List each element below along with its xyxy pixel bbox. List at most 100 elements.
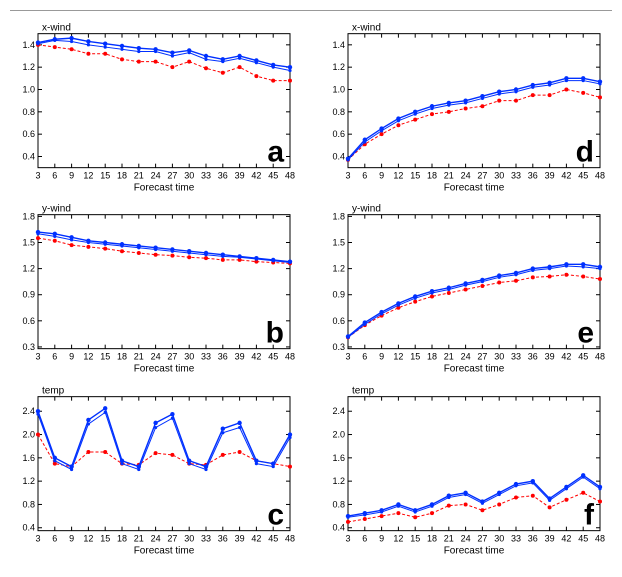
xlabel: Forecast time	[134, 364, 195, 375]
svg-text:1.5: 1.5	[22, 238, 35, 248]
xlabel: Forecast time	[444, 545, 505, 556]
panel-letter: c	[267, 498, 284, 531]
svg-text:45: 45	[268, 171, 278, 181]
panel-c: 0.40.81.21.62.02.43691215182124273033363…	[10, 382, 302, 559]
svg-text:3: 3	[345, 533, 350, 543]
svg-text:21: 21	[134, 171, 144, 181]
svg-text:48: 48	[595, 533, 605, 543]
svg-text:48: 48	[285, 533, 295, 543]
svg-text:45: 45	[578, 533, 588, 543]
svg-text:48: 48	[595, 352, 605, 362]
svg-text:3: 3	[345, 352, 350, 362]
svg-text:15: 15	[100, 171, 110, 181]
xlabel: Forecast time	[134, 545, 195, 556]
svg-text:39: 39	[235, 533, 245, 543]
chart-d: 0.40.60.81.01.21.43691215182124273033363…	[320, 19, 612, 196]
svg-text:6: 6	[362, 352, 367, 362]
panel-title: temp	[352, 385, 375, 396]
svg-text:6: 6	[362, 533, 367, 543]
top-divider	[10, 10, 612, 11]
svg-text:30: 30	[494, 533, 504, 543]
svg-text:9: 9	[379, 533, 384, 543]
svg-text:48: 48	[595, 171, 605, 181]
svg-text:0.9: 0.9	[22, 290, 35, 300]
svg-text:33: 33	[511, 533, 521, 543]
svg-text:0.3: 0.3	[22, 342, 35, 352]
svg-text:0.8: 0.8	[332, 107, 345, 117]
svg-text:24: 24	[151, 533, 161, 543]
svg-text:15: 15	[100, 533, 110, 543]
series-blue1	[348, 475, 600, 516]
svg-text:1.2: 1.2	[22, 264, 35, 274]
svg-text:6: 6	[52, 533, 57, 543]
chart-grid: 0.40.60.81.01.21.43691215182124273033363…	[10, 19, 612, 559]
svg-text:2.4: 2.4	[22, 406, 35, 416]
svg-text:39: 39	[235, 352, 245, 362]
svg-text:9: 9	[69, 171, 74, 181]
svg-text:45: 45	[268, 352, 278, 362]
svg-text:36: 36	[528, 533, 538, 543]
svg-text:18: 18	[427, 171, 437, 181]
svg-text:27: 27	[477, 352, 487, 362]
svg-text:0.6: 0.6	[332, 129, 345, 139]
svg-text:1.8: 1.8	[332, 212, 345, 222]
panel-title: temp	[42, 385, 65, 396]
chart-b: 0.30.60.91.21.51.83691215182124273033363…	[10, 200, 302, 377]
svg-text:12: 12	[393, 352, 403, 362]
svg-text:27: 27	[477, 171, 487, 181]
svg-text:36: 36	[528, 352, 538, 362]
svg-text:36: 36	[218, 533, 228, 543]
svg-text:1.6: 1.6	[332, 452, 345, 462]
svg-text:24: 24	[461, 533, 471, 543]
svg-text:0.9: 0.9	[332, 290, 345, 300]
svg-text:0.4: 0.4	[332, 151, 345, 161]
svg-text:42: 42	[251, 352, 261, 362]
svg-text:39: 39	[235, 171, 245, 181]
xlabel: Forecast time	[134, 183, 195, 194]
series-red	[348, 89, 600, 159]
chart-f: 0.40.81.21.62.02.43691215182124273033363…	[320, 382, 612, 559]
svg-text:33: 33	[201, 533, 211, 543]
svg-text:24: 24	[461, 352, 471, 362]
svg-text:24: 24	[151, 171, 161, 181]
svg-text:0.4: 0.4	[22, 522, 35, 532]
svg-text:0.6: 0.6	[332, 316, 345, 326]
svg-text:18: 18	[427, 352, 437, 362]
svg-text:3: 3	[345, 171, 350, 181]
svg-text:1.0: 1.0	[22, 84, 35, 94]
panel-letter: f	[584, 498, 595, 531]
svg-text:0.4: 0.4	[332, 522, 345, 532]
svg-text:42: 42	[251, 533, 261, 543]
svg-text:15: 15	[100, 352, 110, 362]
panel-title: x-wind	[42, 23, 71, 34]
svg-text:1.4: 1.4	[22, 40, 35, 50]
panel-letter: a	[267, 136, 284, 169]
chart-e: 0.30.60.91.21.51.83691215182124273033363…	[320, 200, 612, 377]
svg-text:0.4: 0.4	[22, 151, 35, 161]
svg-text:18: 18	[427, 533, 437, 543]
svg-text:15: 15	[410, 171, 420, 181]
svg-text:30: 30	[184, 533, 194, 543]
svg-text:21: 21	[134, 533, 144, 543]
svg-text:27: 27	[167, 171, 177, 181]
svg-text:30: 30	[494, 171, 504, 181]
svg-text:0.8: 0.8	[332, 499, 345, 509]
svg-text:1.0: 1.0	[332, 84, 345, 94]
svg-text:24: 24	[461, 171, 471, 181]
svg-text:48: 48	[285, 352, 295, 362]
svg-text:1.2: 1.2	[332, 264, 345, 274]
svg-text:27: 27	[167, 352, 177, 362]
svg-text:6: 6	[362, 171, 367, 181]
svg-text:33: 33	[201, 171, 211, 181]
svg-text:0.6: 0.6	[22, 129, 35, 139]
svg-text:33: 33	[511, 171, 521, 181]
svg-text:15: 15	[410, 352, 420, 362]
panel-e: 0.30.60.91.21.51.83691215182124273033363…	[320, 200, 612, 377]
svg-text:45: 45	[578, 352, 588, 362]
svg-text:21: 21	[444, 171, 454, 181]
svg-text:1.5: 1.5	[332, 238, 345, 248]
svg-text:0.8: 0.8	[22, 107, 35, 117]
svg-text:36: 36	[528, 171, 538, 181]
panel-f: 0.40.81.21.62.02.43691215182124273033363…	[320, 382, 612, 559]
chart-c: 0.40.81.21.62.02.43691215182124273033363…	[10, 382, 302, 559]
